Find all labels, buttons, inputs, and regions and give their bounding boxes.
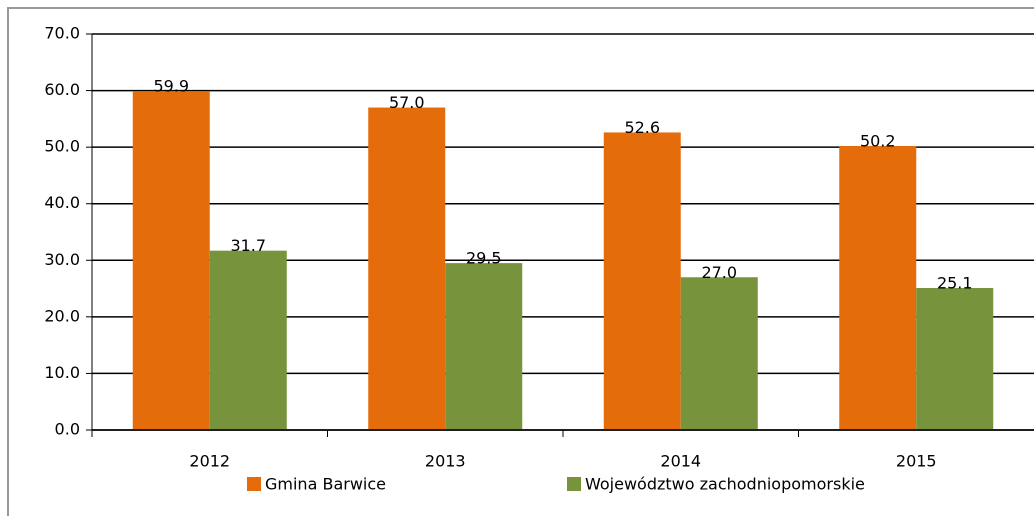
data-label: 50.2 (860, 132, 896, 151)
y-tick-label: 0.0 (55, 420, 80, 439)
bar (132, 91, 210, 430)
x-tick-label: 2015 (896, 452, 937, 471)
bar (839, 146, 917, 431)
data-label: 59.9 (153, 77, 189, 96)
y-tick-label: 10.0 (44, 363, 80, 382)
y-tick-label: 20.0 (44, 306, 80, 325)
data-label: 27.0 (701, 263, 737, 282)
bar (368, 107, 446, 431)
y-tick-label: 70.0 (44, 24, 80, 43)
y-tick-label: 50.0 (44, 137, 80, 156)
x-tick-label: 2012 (189, 452, 230, 471)
bar (916, 288, 994, 430)
y-tick-label: 30.0 (44, 250, 80, 269)
y-tick-label: 40.0 (44, 193, 80, 212)
data-label: 25.1 (937, 274, 973, 293)
data-label: 29.5 (466, 249, 502, 268)
legend-label: Województwo zachodniopomorskie (585, 475, 865, 494)
bar (680, 277, 758, 430)
bar (445, 263, 523, 430)
x-tick-label: 2014 (660, 452, 701, 471)
chart-frame (7, 7, 1034, 516)
data-label: 31.7 (230, 236, 266, 255)
x-tick-label: 2013 (425, 452, 466, 471)
legend-label: Gmina Barwice (265, 475, 386, 494)
data-label: 52.6 (624, 118, 660, 137)
data-label: 57.0 (389, 93, 425, 112)
bar (603, 132, 681, 431)
y-tick-label: 60.0 (44, 80, 80, 99)
legend-swatch (567, 477, 581, 491)
bar (209, 250, 287, 430)
legend-swatch (247, 477, 261, 491)
